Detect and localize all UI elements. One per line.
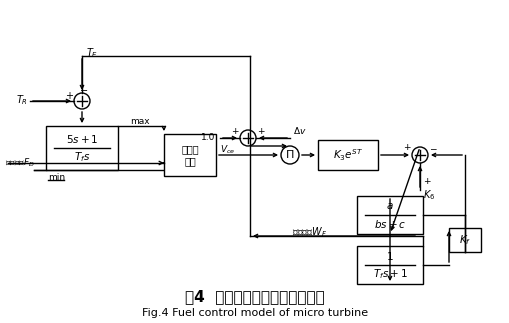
Text: $T_f s$: $T_f s$: [74, 150, 90, 164]
Text: min: min: [48, 172, 65, 182]
Text: Fig.4 Fuel control model of micro turbine: Fig.4 Fuel control model of micro turbin…: [142, 308, 367, 318]
Text: $T_E$: $T_E$: [86, 46, 98, 60]
Text: 低阀值: 低阀值: [181, 144, 199, 154]
Text: $V_{ce}$: $V_{ce}$: [219, 144, 235, 156]
Text: 1.0: 1.0: [200, 133, 215, 142]
Bar: [318, 140, 377, 170]
Text: $K_6$: $K_6$: [422, 188, 434, 202]
Text: $1$: $1$: [385, 250, 393, 262]
Bar: [46, 126, 118, 170]
Text: +: +: [422, 178, 430, 186]
Text: $a$: $a$: [385, 201, 393, 211]
Text: $bs+c$: $bs+c$: [373, 218, 405, 230]
Bar: [356, 196, 422, 234]
Text: +: +: [257, 128, 264, 137]
Text: +: +: [231, 128, 238, 137]
Text: $-$: $-$: [79, 84, 89, 94]
Text: 图4  微型燃气轮机燃料控制模型: 图4 微型燃气轮机燃料控制模型: [185, 289, 324, 305]
Text: Π: Π: [285, 150, 294, 160]
Circle shape: [74, 93, 90, 109]
Text: max: max: [130, 117, 149, 126]
Text: 选择: 选择: [184, 156, 195, 166]
Bar: [448, 228, 480, 252]
Bar: [164, 134, 216, 176]
Text: $5s+1$: $5s+1$: [66, 133, 98, 145]
Circle shape: [240, 130, 256, 146]
Text: 燃料需求$F_D$: 燃料需求$F_D$: [5, 157, 35, 169]
Text: $T_f s+1$: $T_f s+1$: [372, 267, 407, 281]
Text: $T_R$: $T_R$: [16, 93, 28, 107]
Bar: [356, 246, 422, 284]
Text: +: +: [403, 143, 410, 152]
Text: $-$: $-$: [428, 143, 436, 152]
Circle shape: [411, 147, 427, 163]
Text: $\Delta v$: $\Delta v$: [293, 124, 306, 136]
Text: $K_3e^{ST}$: $K_3e^{ST}$: [332, 147, 362, 163]
Text: +: +: [65, 91, 73, 101]
Text: $K_f$: $K_f$: [458, 233, 470, 247]
Circle shape: [280, 146, 298, 164]
Text: 燃料流量$W_F$: 燃料流量$W_F$: [292, 225, 327, 239]
